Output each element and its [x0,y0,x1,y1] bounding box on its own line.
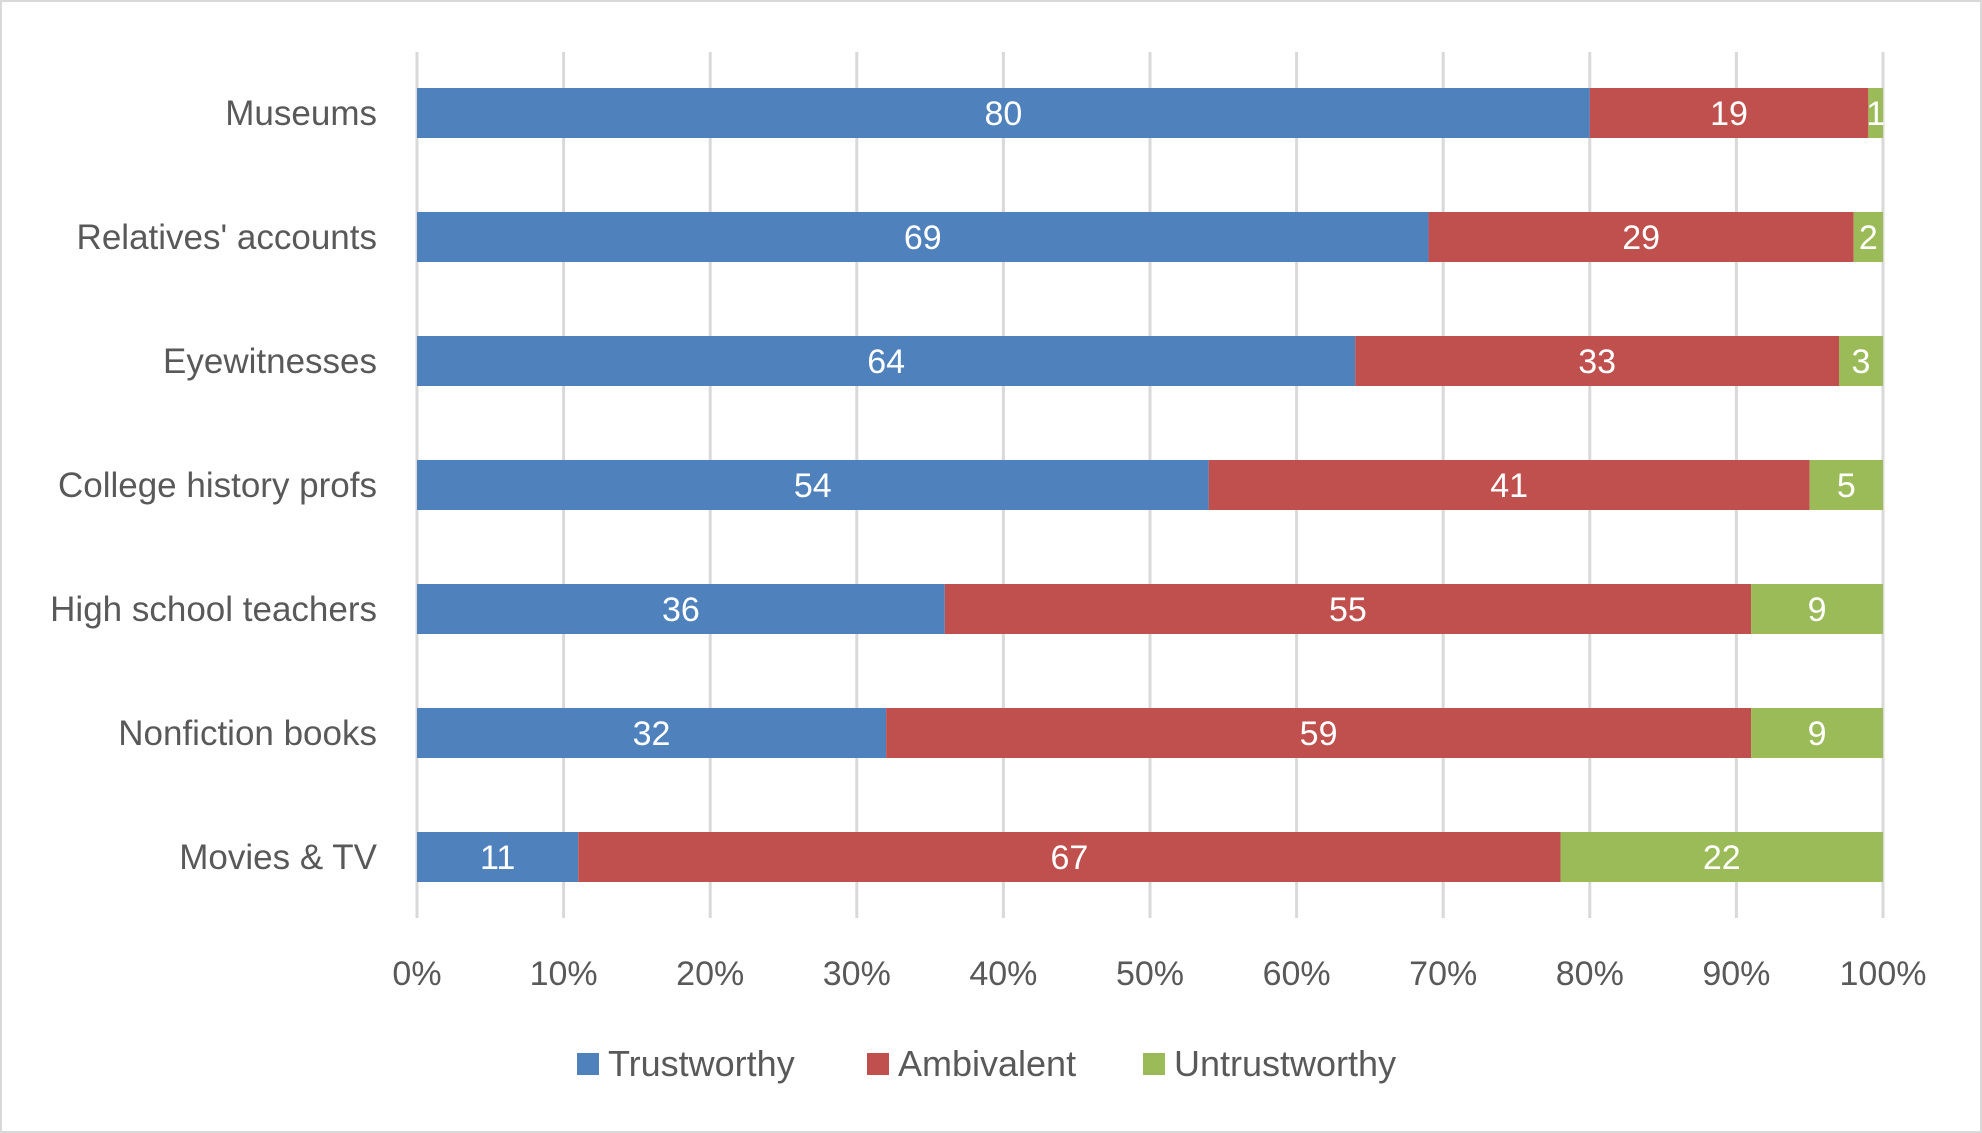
legend-swatch [577,1053,599,1075]
data-label: 54 [794,467,832,505]
data-label: 80 [984,95,1022,133]
data-label: 9 [1808,591,1827,629]
data-label: 67 [1050,839,1088,877]
bar-ambivalent [1589,88,1869,138]
x-tick-label: 0% [392,955,441,993]
data-label: 9 [1808,715,1827,753]
x-tick-label: 20% [676,955,744,993]
data-label: 36 [662,591,700,629]
bar-ambivalent [578,832,1561,882]
data-label: 64 [867,343,905,381]
x-tick-label: 30% [823,955,891,993]
bar-ambivalent [886,708,1752,758]
data-label: 59 [1300,715,1338,753]
legend-label: Untrustworthy [1174,1043,1396,1084]
category-label: Museums [225,94,377,133]
data-label: 33 [1578,343,1616,381]
data-label: 3 [1852,343,1871,381]
x-tick-label: 100% [1840,955,1927,993]
bar-trustworthy [417,584,945,634]
bar-untrustworthy [1839,336,1883,386]
legend-label: Ambivalent [898,1043,1076,1084]
data-label: 5 [1837,467,1856,505]
x-tick-label: 60% [1263,955,1331,993]
data-label: 69 [904,219,942,257]
data-label: 22 [1703,839,1741,877]
category-label: Nonfiction books [118,714,377,753]
x-tick-label: 70% [1409,955,1477,993]
bar-trustworthy [417,88,1590,138]
category-label: Movies & TV [179,838,377,877]
data-label: 55 [1329,591,1367,629]
bar-ambivalent [944,584,1752,634]
category-labels: Museums Relatives' accounts Eyewitnesses Co… [50,94,377,877]
bar-trustworthy [417,460,1209,510]
bar-ambivalent [1428,212,1854,262]
x-tick-label: 50% [1116,955,1184,993]
category-label: College history profs [58,466,377,505]
x-tick-label: 90% [1702,955,1770,993]
data-label: 19 [1710,95,1748,133]
data-label: 1 [1866,95,1885,133]
legend-swatch [867,1053,889,1075]
bar-trustworthy [417,336,1356,386]
bar-trustworthy [417,212,1429,262]
bar-untrustworthy [1809,460,1883,510]
x-tick-label: 80% [1556,955,1624,993]
bar-untrustworthy [1560,832,1883,882]
legend-swatch [1143,1053,1165,1075]
data-label: 11 [480,839,515,877]
bar-untrustworthy [1853,212,1883,262]
category-label: Relatives' accounts [77,218,377,257]
bar-trustworthy [417,832,579,882]
data-label: 41 [1490,467,1528,505]
bar-untrustworthy [1751,708,1883,758]
legend-label: Trustworthy [608,1043,795,1084]
x-tick-label: 10% [530,955,598,993]
data-label: 2 [1859,219,1878,257]
data-label: 32 [633,715,671,753]
bar-ambivalent [1208,460,1810,510]
category-label: Eyewitnesses [163,342,377,381]
x-tick-label: 40% [969,955,1037,993]
data-label: 29 [1622,219,1660,257]
bars: 80 19 169 29 264 33 354 41 536 55 932 59 911 67 22 [417,88,1885,882]
bar-untrustworthy [1751,584,1883,634]
category-label: High school teachers [50,590,377,629]
bar-trustworthy [417,708,887,758]
x-axis-ticks: 0% 10% 20% 30% 40% 50% 60% 70% 80% 90% 100% [392,955,1926,993]
bar-untrustworthy [1868,88,1883,138]
bar-ambivalent [1355,336,1840,386]
legend: Trustworthy Ambivalent Untrustworthy [577,1043,1396,1084]
